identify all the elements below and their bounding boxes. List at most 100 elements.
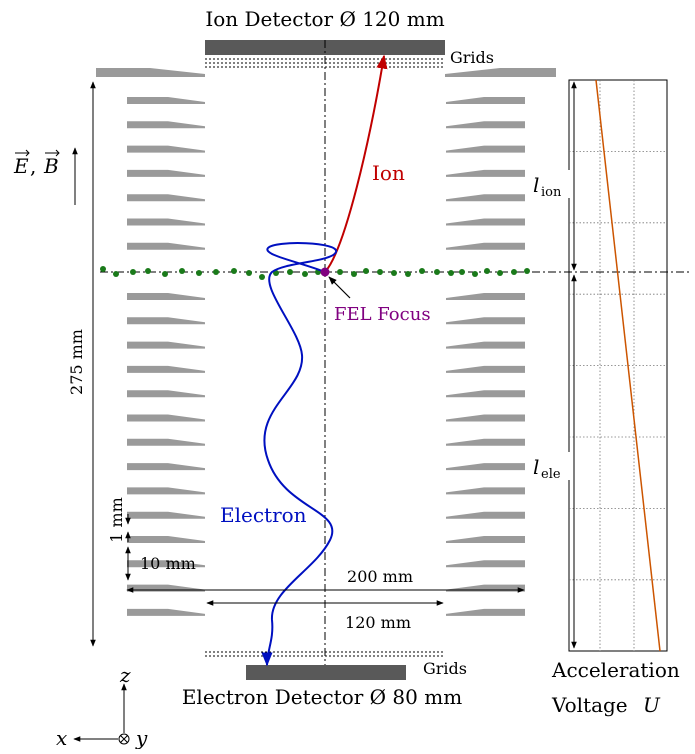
electrode-lower-5-right (446, 390, 525, 398)
fel-focus-arrow (328, 276, 351, 299)
grids-top-label: Grids (450, 48, 494, 67)
green-dot (302, 271, 308, 277)
electrode-lower-13-right (446, 584, 525, 592)
top-electrode-right (445, 68, 556, 77)
electrode-upper-4-right (446, 169, 525, 177)
electrode-upper-5-right (446, 194, 525, 202)
dim-10mm-label: 10 mm (140, 554, 196, 573)
electrode-lower-12-left (127, 560, 205, 568)
electrode-lower-6-left (127, 414, 205, 422)
electron-label: Electron (220, 503, 307, 527)
electrode-lower-2-right (446, 317, 525, 325)
green-dot (351, 271, 357, 277)
electrode-upper-6-right (446, 218, 525, 226)
electrode-upper-3-left (127, 145, 205, 153)
green-dot (231, 268, 237, 274)
electrode-lower-12-right (446, 560, 525, 568)
electrode-upper-7-right (446, 242, 525, 250)
green-dot (405, 271, 411, 277)
ion-trajectory (324, 54, 388, 273)
green-dot (287, 269, 293, 275)
electrode-lower-14-left (127, 608, 205, 616)
green-dot (130, 269, 136, 275)
electrode-stack (127, 97, 525, 616)
electrode-upper-6-left (127, 218, 205, 226)
electrode-lower-1-left (127, 293, 205, 300)
l-ion-sub: ion (541, 185, 562, 200)
field-vectors: E , B (13, 147, 78, 205)
fel-focus-dot (320, 267, 330, 277)
ion-label: Ion (372, 161, 405, 185)
electron-trajectory (261, 242, 338, 667)
green-dot (377, 269, 383, 275)
axis-x-label: x (56, 726, 67, 749)
green-dot (497, 270, 503, 276)
l-ele-base: l (533, 455, 539, 479)
field-sep: , (30, 154, 36, 178)
green-dot (511, 269, 517, 275)
field-B-label: B (43, 154, 59, 178)
electrode-lower-7-right (446, 438, 525, 446)
electrode-lower-1-right (446, 293, 525, 300)
electrode-lower-6-right (446, 414, 525, 422)
electrode-lower-2-left (127, 317, 205, 325)
y-axis-symbol (118, 733, 130, 745)
electrode-lower-10-left (127, 511, 205, 519)
voltage-grid (569, 80, 667, 651)
green-dot (524, 268, 530, 274)
electrode-upper-1-right (446, 97, 525, 104)
length-275-label: 275 mm (67, 329, 86, 395)
field-E-label: E (13, 154, 29, 178)
green-dot (391, 270, 397, 276)
green-dot (434, 269, 440, 275)
electrode-lower-13-left (127, 584, 205, 592)
accel-line1: Acceleration (551, 658, 680, 682)
electrode-lower-5-left (127, 390, 205, 398)
green-dot (145, 268, 151, 274)
electrode-lower-8-right (446, 463, 525, 471)
electrode-lower-7-left (127, 438, 205, 446)
electrode-upper-1-left (127, 97, 205, 104)
electrode-lower-4-left (127, 365, 205, 373)
green-dot (459, 269, 465, 275)
green-dot (337, 269, 343, 275)
electrode-lower-3-right (446, 341, 525, 349)
electrode-upper-2-left (127, 121, 205, 129)
electrode-lower-9-left (127, 487, 205, 495)
green-dot (419, 268, 425, 274)
electrode-lower-10-right (446, 511, 525, 519)
green-dot (259, 274, 265, 280)
green-dot (100, 266, 106, 272)
vec-arrow-E (15, 149, 30, 157)
electrode-upper-7-left (127, 242, 205, 250)
ion-detector-label: Ion Detector Ø 120 mm (205, 7, 444, 31)
l-ion-base: l (533, 173, 539, 197)
green-dot (484, 268, 490, 274)
accel-var: U (643, 693, 661, 717)
l-ele-sub: ele (541, 467, 561, 482)
vec-arrow-B (45, 149, 60, 157)
electrode-lower-4-right (446, 365, 525, 373)
fel-focus-label: FEL Focus (334, 304, 431, 325)
voltage-panel: l ion l ele (531, 79, 668, 652)
accel-line2: Voltage (551, 693, 628, 717)
green-dot (472, 271, 478, 277)
electron-detector-label: Electron Detector Ø 80 mm (182, 685, 462, 709)
bottom-grids (205, 651, 443, 657)
electrode-lower-11-right (446, 536, 525, 543)
green-dot (113, 271, 119, 277)
electrode-upper-5-left (127, 194, 205, 202)
electrode-upper-3-right (446, 145, 525, 153)
electrode-lower-14-right (446, 608, 525, 616)
coordinate-system: z x y (56, 663, 148, 750)
electrode-lower-11-left (127, 536, 205, 543)
green-dot (179, 268, 185, 274)
green-dot (448, 270, 454, 276)
grids-bottom-label: Grids (423, 659, 467, 678)
green-dot (246, 270, 252, 276)
dim-120mm-label: 120 mm (345, 613, 411, 632)
axis-y-label: y (135, 726, 148, 749)
dim-200mm-label: 200 mm (347, 567, 413, 586)
